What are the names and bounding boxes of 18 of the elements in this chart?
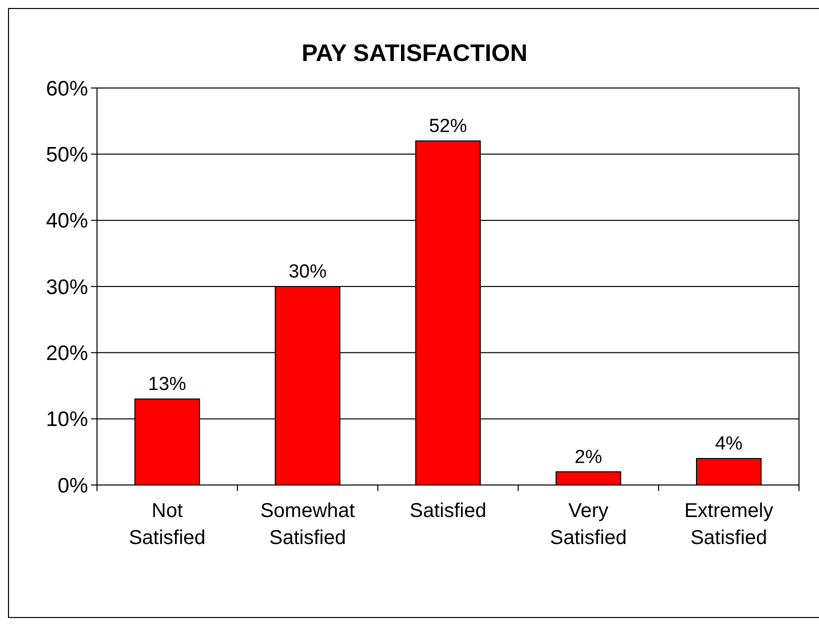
chart-title: PAY SATISFACTION xyxy=(302,40,528,67)
x-tick-label: Not Satisfied xyxy=(128,500,206,549)
data-label: 30% xyxy=(288,262,327,282)
y-tick-label: 50% xyxy=(46,144,88,167)
x-tick-label: Somewhat Satisfied xyxy=(260,500,356,549)
data-label: 2% xyxy=(574,446,602,468)
data-label: 13% xyxy=(148,374,186,395)
y-tick-label: 30% xyxy=(46,276,88,299)
x-tick-label: Satisfied xyxy=(410,500,486,522)
y-tick-label: 0% xyxy=(58,474,88,498)
x-tick-label: Extremely Satisfied xyxy=(684,500,774,549)
y-tick-label: 60% xyxy=(46,77,88,100)
data-label: 52% xyxy=(428,116,468,137)
y-tick-label: 40% xyxy=(46,210,88,233)
data-label: 4% xyxy=(715,434,743,455)
x-tick-label: Very Satisfied xyxy=(550,500,627,549)
y-tick-label: 10% xyxy=(46,408,88,432)
y-tick-label: 20% xyxy=(46,342,88,366)
